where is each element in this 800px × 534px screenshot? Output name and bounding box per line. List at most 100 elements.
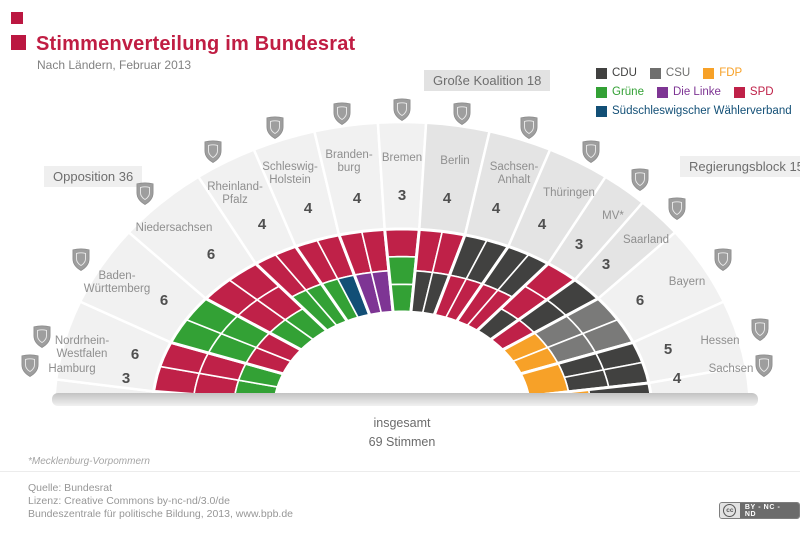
- vote-count-saarland: 3: [602, 256, 610, 273]
- total-votes-line2: 69 Stimmen: [368, 435, 436, 450]
- state-label-mecklenburg-vorpommern: MV*: [602, 210, 624, 222]
- coat-of-arms-icon-bayern: [714, 248, 732, 271]
- coat-of-arms-icon-nordrhein-westfalen: [33, 325, 51, 348]
- state-label-saarland: Saarland: [623, 234, 669, 246]
- coat-of-arms-icon-hessen: [751, 318, 769, 341]
- coat-of-arms-icon-baden-wuerttemberg: [72, 248, 90, 271]
- legend-label: Südschleswigscher Wählerverband: [612, 105, 792, 117]
- legend-row: Südschleswigscher Wählerverband: [596, 102, 796, 121]
- state-label-berlin: Berlin: [440, 155, 469, 167]
- footer-divider: [0, 471, 800, 472]
- coat-of-arms-icon-thueringen: [582, 140, 600, 163]
- coat-of-arms-icon-saarland: [668, 197, 686, 220]
- source-line: Lizenz: Creative Commons by-nc-nd/3.0/de: [28, 495, 230, 507]
- coat-of-arms-icon-berlin: [453, 102, 471, 125]
- vote-count-baden-wuerttemberg: 6: [160, 292, 168, 309]
- vote-count-hamburg: 3: [122, 370, 130, 387]
- vote-count-niedersachsen: 6: [207, 246, 215, 263]
- state-label-brandenburg: Branden-burg: [325, 149, 372, 174]
- state-label-sachsen-anhalt: Sachsen-Anhalt: [490, 161, 539, 186]
- legend-item-spd: SPD: [733, 83, 774, 102]
- vote-count-bayern: 6: [636, 292, 644, 309]
- state-label-schleswig-holstein: Schleswig-Holstein: [262, 161, 318, 186]
- source-block: Quelle: Bundesrat Lizenz: Creative Commo…: [28, 482, 293, 521]
- state-label-baden-wuerttemberg: Baden-Württemberg: [84, 270, 150, 295]
- vote-count-berlin: 4: [443, 190, 452, 207]
- legend-item-s-dschleswigscher-w-hlerverband: Südschleswigscher Wählerverband: [596, 102, 792, 121]
- seat-cell-bremen-gr-ne: [386, 255, 418, 286]
- legend-label: Die Linke: [672, 86, 721, 98]
- coat-of-arms-icon-niedersachsen: [136, 182, 154, 205]
- state-label-niedersachsen: Niedersachsen: [136, 222, 213, 234]
- legend-label: CSU: [665, 67, 691, 79]
- page-title: Stimmenverteilung im Bundesrat: [36, 33, 356, 55]
- vote-count-schleswig-holstein: 4: [304, 200, 313, 217]
- legend-swatch-icon: [703, 68, 715, 79]
- group-label-opposition: Opposition 36: [44, 166, 143, 187]
- legend: CDU CSU FDP Grüne Die Linke SPD Südschleswigsc…: [596, 64, 796, 121]
- vote-count-sachsen: 4: [673, 370, 682, 387]
- legend-row: CDU CSU FDP: [596, 64, 796, 83]
- state-label-nordrhein-westfalen: Nordrhein-Westfalen: [55, 335, 109, 360]
- ring-wedge-bremen: [376, 120, 428, 231]
- source-line: Bundeszentrale für politische Bildung, 2…: [28, 508, 294, 520]
- vote-count-nordrhein-westfalen: 6: [131, 346, 139, 363]
- coat-of-arms-icon-hamburg: [21, 354, 39, 377]
- legend-item-csu: CSU: [649, 64, 691, 83]
- coat-of-arms-icon-bremen: [393, 98, 411, 121]
- legend-swatch-icon: [596, 87, 607, 98]
- page-subtitle: Nach Ländern, Februar 2013: [37, 58, 192, 72]
- legend-item-cdu: CDU: [596, 64, 637, 83]
- total-votes-line1: insgesamt: [373, 416, 431, 430]
- legend-item-gr-ne: Grüne: [596, 83, 644, 102]
- state-label-hamburg: Hamburg: [48, 363, 95, 375]
- legend-swatch-icon: [596, 106, 607, 117]
- cc-icon: cc: [720, 503, 740, 518]
- vote-count-brandenburg: 4: [353, 190, 362, 207]
- legend-row: Grüne Die Linke SPD: [596, 83, 796, 102]
- coat-of-arms-icon-mecklenburg-vorpommern: [631, 168, 649, 191]
- legend-swatch-icon: [596, 68, 607, 79]
- legend-swatch-icon: [656, 87, 668, 98]
- legend-label: FDP: [719, 67, 743, 79]
- coat-of-arms-icon-brandenburg: [333, 102, 351, 125]
- legend-swatch-icon: [733, 87, 745, 98]
- legend-item-die-linke: Die Linke: [656, 83, 721, 102]
- legend-label: SPD: [749, 86, 774, 98]
- state-label-hessen: Hessen: [701, 335, 740, 347]
- brand-square-icon: [11, 12, 23, 24]
- coat-of-arms-icon-schleswig-holstein: [266, 116, 284, 139]
- coat-of-arms-icon-sachsen-anhalt: [520, 116, 538, 139]
- brand-square-icon: [11, 35, 26, 50]
- vote-count-hessen: 5: [664, 341, 672, 358]
- arc-shadow: [52, 393, 758, 406]
- vote-count-rheinland-pfalz: 4: [258, 216, 267, 233]
- license-text: BY - NC - ND: [739, 503, 799, 518]
- state-label-rheinland-pfalz: Rheinland-Pfalz: [207, 181, 263, 206]
- arc-layer: [53, 120, 751, 397]
- vote-count-thueringen: 4: [538, 216, 547, 233]
- hemicycle-svg: 3 Hamburg 6 Nordrhein-Westfalen 6 Baden-Württ…: [21, 98, 773, 406]
- group-label-grosse-koalition: Große Koalition 18: [424, 70, 551, 91]
- hemicycle-chart: 3 Hamburg 6 Nordrhein-Westfalen 6 Baden-Württ…: [21, 98, 773, 406]
- legend-swatch-icon: [649, 68, 661, 79]
- state-label-bremen: Bremen: [382, 152, 422, 164]
- vote-count-mecklenburg-vorpommern: 3: [575, 236, 583, 253]
- footnote: *Mecklenburg-Vorpommern: [28, 456, 150, 467]
- vote-count-bremen: 3: [398, 187, 406, 204]
- coat-of-arms-icon-sachsen: [755, 354, 773, 377]
- label-layer: 3 Hamburg 6 Nordrhein-Westfalen 6 Baden-Württ…: [21, 98, 773, 387]
- coat-of-arms-icon-rheinland-pfalz: [204, 140, 222, 163]
- state-label-thueringen: Thüringen: [543, 187, 595, 199]
- state-label-bayern: Bayern: [669, 276, 705, 288]
- source-line: Quelle: Bundesrat: [28, 482, 113, 494]
- license-badge[interactable]: cc BY - NC - ND: [719, 502, 800, 519]
- legend-label: CDU: [612, 67, 637, 79]
- group-label-regierungsblock: Regierungsblock 15: [680, 156, 800, 177]
- vote-count-sachsen-anhalt: 4: [492, 200, 501, 217]
- seat-cell-bremen-spd: [383, 228, 421, 258]
- legend-item-fdp: FDP: [703, 64, 742, 83]
- legend-label: Grüne: [612, 86, 644, 98]
- state-label-sachsen: Sachsen: [709, 363, 754, 375]
